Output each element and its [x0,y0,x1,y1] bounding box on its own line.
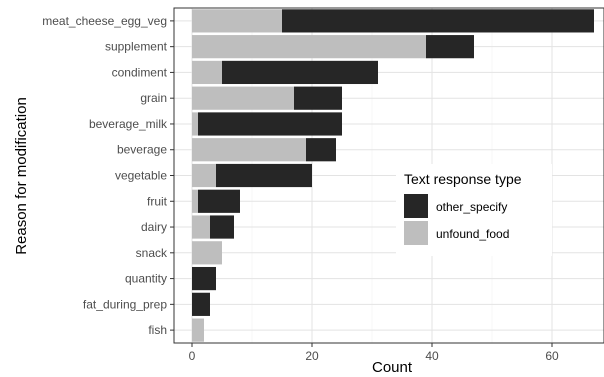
y-tick-label: fat_during_prep [83,297,167,311]
y-tick-label: beverage_milk [89,117,168,131]
x-axis-title: Count [372,359,413,376]
bar-other-specify-dairy [210,215,234,239]
legend-key-other-specify [404,194,428,218]
bar-unfound-food-fruit [192,189,198,213]
y-tick-label: vegetable [115,169,167,183]
y-tick-label: snack [136,246,168,260]
x-tick-label: 60 [545,349,559,363]
y-tick-label: meat_cheese_egg_veg [42,14,167,28]
bar-unfound-food-beverage [192,138,306,162]
bar-unfound-food-condiment [192,60,222,85]
bar-unfound-food-vegetable [192,163,216,188]
bar-unfound-food-meat_cheese_egg_veg [192,9,282,33]
bar-other-specify-fat_during_prep [192,292,210,316]
y-tick-label: grain [140,91,167,105]
legend: Text response type other_specify unfound… [396,164,552,256]
bar-other-specify-beverage_milk [198,112,342,136]
legend-title: Text response type [404,171,522,187]
bar-other-specify-fruit [198,189,240,213]
x-tick-label: 20 [305,349,319,363]
bar-unfound-food-snack [192,241,222,265]
y-axis-title: Reason for modification [13,97,30,255]
y-axis: meat_cheese_egg_veg supplement condiment gr… [42,14,174,337]
bar-unfound-food-grain [192,86,294,110]
bar-unfound-food-beverage_milk [192,112,198,136]
bar-other-specify-beverage [306,138,336,162]
bar-unfound-food-supplement [192,35,426,59]
legend-label-unfound-food: unfound_food [436,227,509,241]
y-tick-label: condiment [112,65,168,79]
bar-other-specify-grain [294,86,342,110]
y-tick-label: dairy [141,220,167,234]
x-tick-label: 0 [189,349,196,363]
x-axis: 0 20 40 60 [189,343,559,363]
bar-other-specify-condiment [222,60,378,85]
bar-other-specify-quantity [192,266,216,291]
bar-other-specify-supplement [426,35,474,59]
y-tick-label: fruit [147,194,168,208]
bar-other-specify-vegetable [216,163,312,188]
y-tick-label: beverage [117,143,167,157]
y-tick-label: quantity [125,272,167,286]
bar-other-specify-meat_cheese_egg_veg [282,9,594,33]
y-tick-label: fish [148,323,167,337]
bars [192,9,594,342]
bar-unfound-food-dairy [192,215,210,239]
legend-label-other-specify: other_specify [436,200,507,214]
x-tick-label: 40 [425,349,439,363]
y-tick-label: supplement [105,40,168,54]
legend-key-unfound-food [404,221,428,245]
bar-unfound-food-fish [192,318,204,342]
